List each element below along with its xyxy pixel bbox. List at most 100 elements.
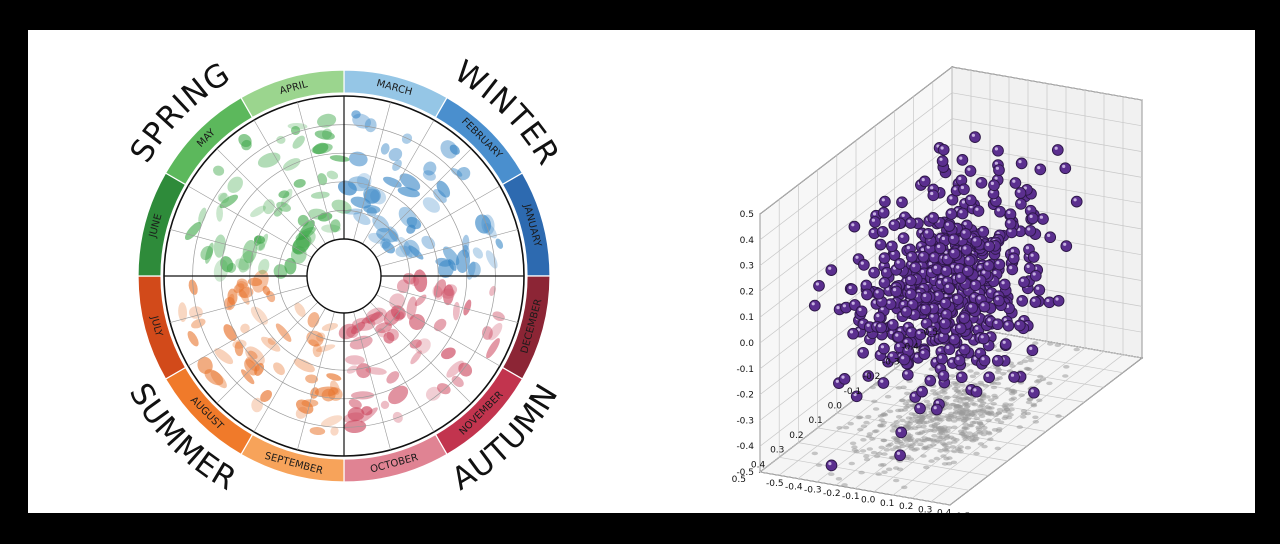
point-shadow xyxy=(993,377,1000,382)
y-tick-label: 0.0 xyxy=(861,496,876,506)
data-ellipse xyxy=(241,369,255,385)
point-shadow xyxy=(917,442,924,447)
scatter-point xyxy=(917,250,930,263)
data-ellipse xyxy=(312,343,322,358)
point-shadow xyxy=(997,420,1005,425)
scatter-point xyxy=(927,212,940,224)
scatter-point xyxy=(1029,269,1042,282)
scatter-point xyxy=(874,238,887,251)
point-highlight xyxy=(871,218,876,222)
point-highlight xyxy=(920,248,925,252)
point-highlight xyxy=(912,393,916,397)
point-shadow xyxy=(860,424,868,429)
grid-spoke xyxy=(362,119,435,245)
point-shadow xyxy=(969,438,977,443)
point-shadow xyxy=(954,416,962,420)
data-ellipse xyxy=(351,391,375,400)
scatter-point xyxy=(936,353,948,365)
point-shadow xyxy=(863,454,870,459)
scatter-point xyxy=(1070,195,1083,208)
data-ellipse xyxy=(317,173,328,186)
data-ellipse xyxy=(363,186,381,204)
point-shadow xyxy=(981,425,988,430)
scatter-point xyxy=(927,189,940,202)
point-highlight xyxy=(996,261,1000,265)
scatter-point xyxy=(1059,162,1072,175)
point-highlight xyxy=(941,236,946,241)
point-shadow xyxy=(927,428,934,433)
point-highlight xyxy=(881,279,885,283)
point-highlight xyxy=(889,321,893,325)
point-shadow xyxy=(1036,398,1043,403)
grid-line xyxy=(951,144,1143,178)
point-shadow xyxy=(953,404,960,409)
point-shadow xyxy=(978,414,986,419)
point-highlight xyxy=(940,146,944,150)
point-shadow xyxy=(973,416,980,421)
point-shadow xyxy=(1055,414,1062,418)
data-ellipse xyxy=(276,135,286,144)
data-ellipse xyxy=(433,318,447,332)
scatter-point xyxy=(847,327,859,340)
scatter-point xyxy=(1026,212,1039,225)
figure-panel: MARCH FEBRUARY JANUARY DECEMBER NOVEMBER OCTO… xyxy=(28,30,1255,513)
data-ellipse xyxy=(437,260,454,278)
point-shadow xyxy=(930,438,937,442)
point-highlight xyxy=(1073,198,1077,202)
point-shadow xyxy=(865,434,873,439)
data-ellipse xyxy=(292,135,305,149)
point-shadow xyxy=(952,394,959,399)
scatter-point xyxy=(992,144,1004,157)
point-highlight xyxy=(881,198,885,202)
point-highlight xyxy=(863,291,868,295)
data-ellipse xyxy=(273,264,288,279)
data-ellipse xyxy=(260,389,273,403)
point-shadow xyxy=(1027,358,1035,363)
point-highlight xyxy=(866,323,870,327)
point-highlight xyxy=(1001,281,1005,285)
point-highlight xyxy=(975,207,979,211)
point-highlight xyxy=(880,209,884,213)
grid-spoke xyxy=(187,185,313,258)
point-shadow xyxy=(1003,407,1011,412)
point-highlight xyxy=(985,373,990,377)
data-ellipse xyxy=(197,356,213,374)
point-highlight xyxy=(977,296,981,300)
point-highlight xyxy=(938,355,943,359)
point-shadow xyxy=(949,374,956,378)
point-shadow xyxy=(869,385,876,390)
point-highlight xyxy=(1054,146,1058,150)
point-highlight xyxy=(962,230,966,234)
point-shadow xyxy=(966,431,973,436)
grid-spoke xyxy=(379,285,518,323)
point-shadow xyxy=(944,414,951,419)
point-shadow xyxy=(836,426,843,430)
point-shadow xyxy=(971,402,979,407)
point-shadow xyxy=(933,421,941,426)
scatter-point xyxy=(848,220,861,233)
point-highlight xyxy=(893,288,897,292)
point-highlight xyxy=(880,379,884,383)
point-highlight xyxy=(966,257,970,261)
data-ellipse xyxy=(495,238,504,249)
point-highlight xyxy=(851,223,855,227)
point-highlight xyxy=(1063,242,1067,246)
point-shadow xyxy=(895,446,902,450)
point-shadow xyxy=(899,418,906,423)
scatter-point xyxy=(1006,263,1019,276)
point-shadow xyxy=(991,393,998,398)
point-highlight xyxy=(855,255,859,259)
scatter-point xyxy=(983,240,996,253)
point-highlight xyxy=(967,167,971,171)
scatter-point xyxy=(868,266,880,279)
point-highlight xyxy=(851,301,855,305)
point-shadow xyxy=(951,440,958,444)
scatter-point xyxy=(897,232,910,244)
data-ellipse xyxy=(238,287,254,299)
point-shadow xyxy=(979,394,987,399)
x-tick-label: 0.1 xyxy=(808,416,822,426)
point-shadow xyxy=(967,369,974,373)
scatter-point xyxy=(964,194,977,207)
point-shadow xyxy=(994,381,1002,386)
scatter-point xyxy=(934,242,947,255)
